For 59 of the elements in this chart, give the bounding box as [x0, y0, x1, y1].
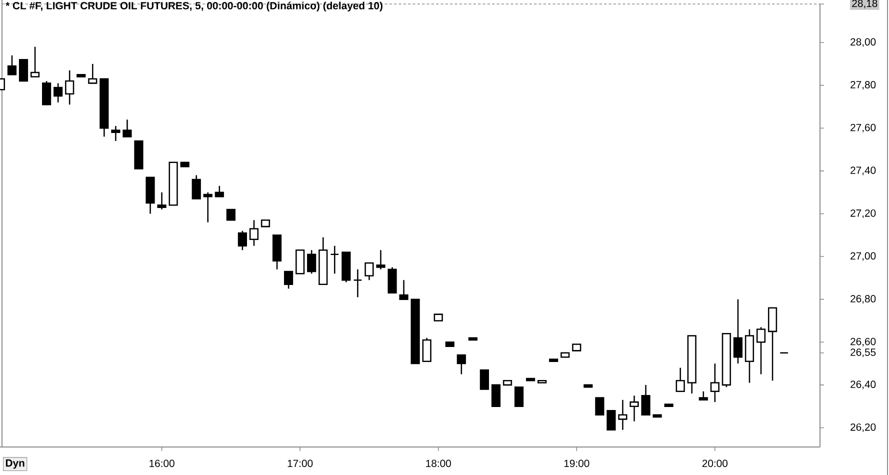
candlestick: [7, 54, 17, 76]
candlestick: [203, 192, 212, 223]
candlestick: [456, 354, 466, 375]
y-tick-label: 26,20: [850, 423, 876, 432]
candlestick: [65, 70, 74, 106]
y-tick-label: 26,80: [850, 295, 876, 304]
candlestick: [18, 59, 28, 82]
y-tick-label: 27,60: [850, 124, 876, 132]
candlestick: [122, 118, 132, 138]
candlestick: [284, 270, 294, 290]
candlestick: [388, 266, 397, 294]
y-tick-label: 26,60: [850, 338, 876, 346]
x-tick-label: 20:00: [702, 460, 728, 468]
y-tick-label: 28,18: [852, 0, 878, 8]
candlestick: [595, 397, 604, 416]
x-tick-label: 18:00: [426, 460, 451, 468]
x-tick-label: 19:00: [564, 460, 590, 468]
y-tick-label: 27,40: [850, 166, 876, 176]
y-tick-label: 27,80: [850, 81, 876, 90]
candlestick: [630, 395, 639, 422]
candlestick: [307, 249, 316, 274]
candlestick: [480, 369, 489, 390]
candlestick: [88, 63, 98, 84]
candlestick: [42, 80, 52, 106]
candlestick: [376, 249, 386, 270]
candlestick: [30, 46, 40, 78]
candlestick: [710, 362, 720, 403]
candlestick: [296, 249, 305, 274]
candlestick: [768, 307, 778, 382]
candlestick: [214, 185, 224, 198]
chart-title: * CL #F, LIGHT CRUDE OIL FUTURES, 5, 00:00-00:00 (Dinámico) (delayed 10): [6, 2, 382, 12]
x-tick-label: 17:00: [288, 460, 313, 468]
candlestick: [364, 262, 374, 281]
candlestick: [249, 220, 259, 246]
candlestick: [353, 268, 362, 298]
candlestick: [641, 384, 650, 416]
x-tick-label: 16:00: [150, 460, 174, 468]
text: Dyn: [6, 459, 24, 469]
candlestick: [756, 326, 766, 375]
candlestick: [54, 82, 63, 104]
y-tick-label: 26,55: [850, 348, 876, 358]
candlestick: [399, 279, 408, 300]
candlestick: [618, 399, 628, 431]
y-tick-label: 27,20: [850, 209, 876, 218]
candlestick: [733, 298, 743, 364]
candlestick: [192, 174, 201, 200]
candlestick: [514, 386, 524, 407]
candlestick: [238, 230, 247, 251]
candlestick: [157, 192, 166, 210]
y-tick-label: 27,00: [850, 252, 876, 261]
y-tick-label: 26,40: [850, 380, 876, 390]
candlestick: [226, 208, 236, 221]
candlestick: [606, 410, 616, 431]
candlestick: [491, 384, 501, 407]
y-tick-label: 28,00: [850, 38, 876, 47]
candlestick: [111, 125, 120, 142]
candlestick: [676, 367, 685, 392]
candlestick: [330, 245, 340, 274]
candlestick: [422, 337, 432, 362]
